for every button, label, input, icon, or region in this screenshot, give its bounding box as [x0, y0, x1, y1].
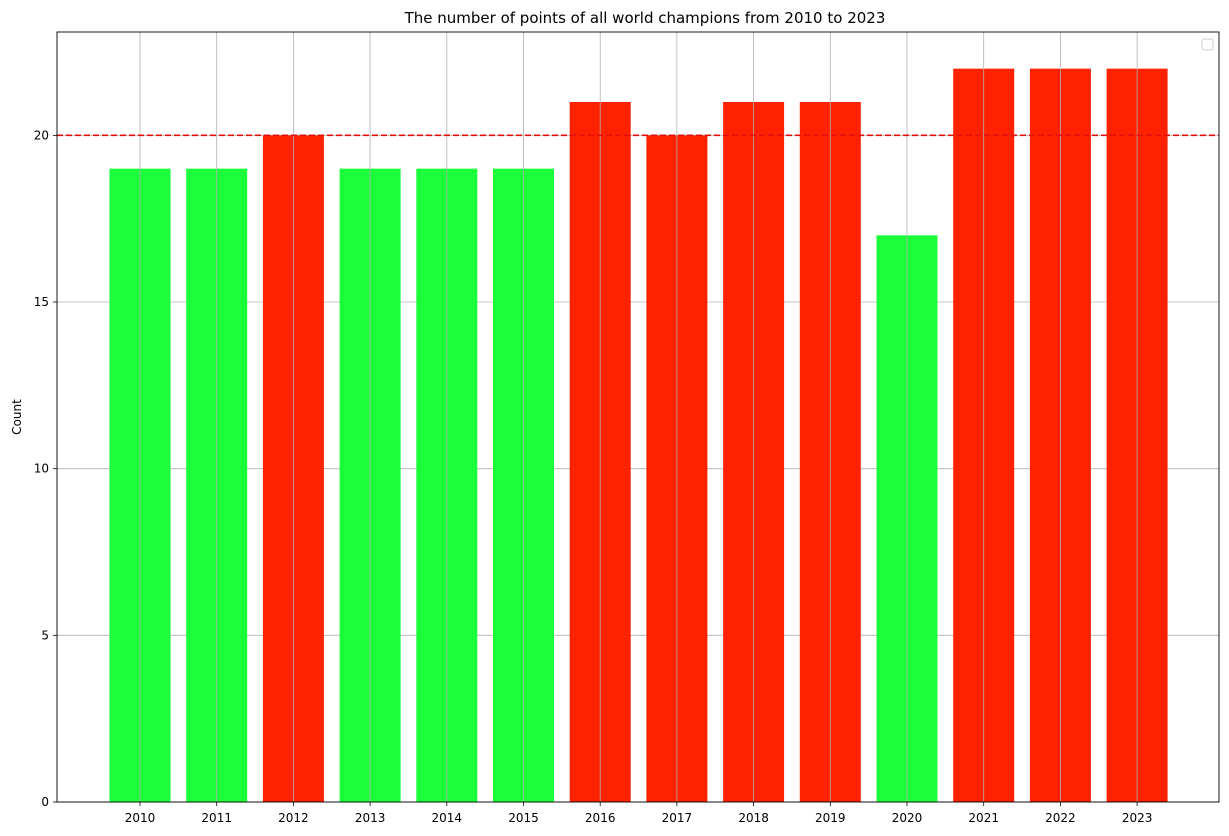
y-tick-label: 15	[34, 295, 49, 309]
x-tick-label: 2018	[738, 811, 769, 825]
y-tick-label: 0	[41, 795, 49, 809]
y-tick-label: 5	[41, 628, 49, 642]
x-tick-label: 2014	[432, 811, 463, 825]
chart-title: The number of points of all world champi…	[404, 9, 886, 27]
x-tick-label: 2019	[815, 811, 846, 825]
x-tick-label: 2022	[1045, 811, 1076, 825]
x-tick-label: 2011	[201, 811, 232, 825]
x-tick-label: 2023	[1122, 811, 1153, 825]
plot-frame	[56, 31, 1220, 803]
x-tick-label: 2012	[278, 811, 309, 825]
x-tick-label: 2021	[968, 811, 999, 825]
y-ticks: 0 5 10 15 20	[34, 128, 57, 809]
x-tick-label: 2010	[125, 811, 156, 825]
y-tick-label: 10	[34, 462, 49, 476]
x-tick-label: 2013	[355, 811, 386, 825]
y-tick-label: 20	[34, 128, 49, 142]
vertical-grid-lines	[139, 32, 1138, 802]
x-ticks: 2010 2011 2012 2013 2014 2015 2016 2017 2018 2019…	[125, 802, 1153, 825]
y-axis-label: Count	[10, 399, 24, 435]
x-tick-label: 2015	[508, 811, 539, 825]
axes	[56, 31, 1220, 803]
x-tick-label: 2020	[892, 811, 923, 825]
x-tick-label: 2016	[585, 811, 616, 825]
bars	[109, 68, 1168, 803]
x-tick-label: 2017	[662, 811, 693, 825]
legend-box	[1201, 38, 1214, 51]
